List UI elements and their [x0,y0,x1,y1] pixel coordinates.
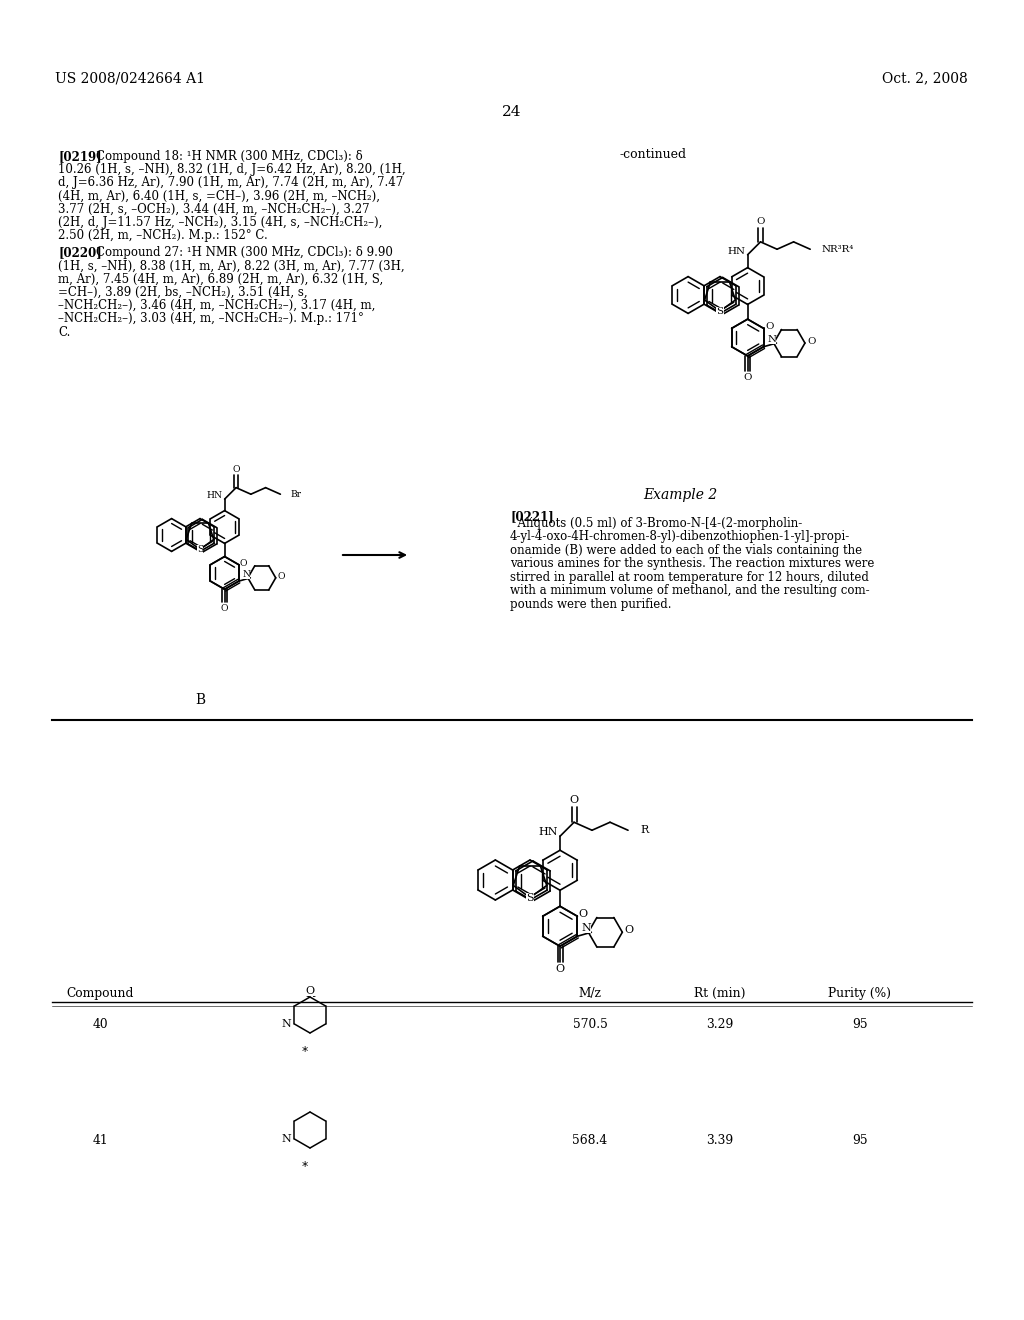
Text: 3.77 (2H, s, –OCH₂), 3.44 (4H, m, –NCH₂CH₂–), 3.27: 3.77 (2H, s, –OCH₂), 3.44 (4H, m, –NCH₂C… [58,203,370,215]
Text: 568.4: 568.4 [572,1134,607,1147]
Text: various amines for the synthesis. The reaction mixtures were: various amines for the synthesis. The re… [510,557,874,570]
Text: M/z: M/z [579,987,601,1001]
Text: [0221]: [0221] [510,510,554,523]
Text: pounds were then purified.: pounds were then purified. [510,598,672,611]
Text: Oct. 2, 2008: Oct. 2, 2008 [883,71,968,84]
Text: O: O [743,372,752,381]
Text: N: N [582,923,591,933]
Text: with a minimum volume of methanol, and the resulting com-: with a minimum volume of methanol, and t… [510,585,869,597]
Text: m, Ar), 7.45 (4H, m, Ar), 6.89 (2H, m, Ar), 6.32 (1H, S,: m, Ar), 7.45 (4H, m, Ar), 6.89 (2H, m, A… [58,273,383,286]
Text: 41: 41 [92,1134,108,1147]
Text: [0220]: [0220] [58,247,101,260]
Text: =CH–), 3.89 (2H, bs, –NCH₂), 3.51 (4H, s,: =CH–), 3.89 (2H, bs, –NCH₂), 3.51 (4H, s… [58,286,307,300]
Text: (1H, s, –NH), 8.38 (1H, m, Ar), 8.22 (3H, m, Ar), 7.77 (3H,: (1H, s, –NH), 8.38 (1H, m, Ar), 8.22 (3H… [58,260,404,273]
Text: 4-yl-4-oxo-4H-chromen-8-yl)-dibenzothiophen-1-yl]-propi-: 4-yl-4-oxo-4H-chromen-8-yl)-dibenzothiop… [510,531,850,544]
Text: -continued: -continued [620,148,687,161]
Text: N: N [243,570,250,579]
Text: *: * [302,1045,308,1059]
Text: S: S [526,892,534,903]
Text: Compound 27: ¹H NMR (300 MHz, CDCl₃): δ 9.90: Compound 27: ¹H NMR (300 MHz, CDCl₃): δ … [96,247,393,260]
Text: Example 2: Example 2 [643,488,717,502]
Text: d, J=6.36 Hz, Ar), 7.90 (1H, m, Ar), 7.74 (2H, m, Ar), 7.47: d, J=6.36 Hz, Ar), 7.90 (1H, m, Ar), 7.7… [58,177,403,189]
Text: 2.50 (2H, m, –NCH₂). M.p.: 152° C.: 2.50 (2H, m, –NCH₂). M.p.: 152° C. [58,230,267,242]
Text: O: O [555,964,564,974]
Text: O: O [278,572,286,581]
Text: O: O [569,795,579,805]
Text: O: O [765,322,773,331]
Text: O: O [221,603,228,612]
Text: *: * [302,1160,308,1173]
Text: 95: 95 [852,1019,867,1031]
Text: 24: 24 [502,106,522,119]
Text: 3.29: 3.29 [707,1019,733,1031]
Text: R: R [640,825,648,836]
Text: Rt (min): Rt (min) [694,987,745,1001]
Text: (2H, d, J=11.57 Hz, –NCH₂), 3.15 (4H, s, –NCH₂CH₂–),: (2H, d, J=11.57 Hz, –NCH₂), 3.15 (4H, s,… [58,216,382,228]
Text: O: O [232,465,240,474]
Text: O: O [579,909,588,919]
Text: Aliquots (0.5 ml) of 3-Bromo-N-[4-(2-morpholin-: Aliquots (0.5 ml) of 3-Bromo-N-[4-(2-mor… [510,516,802,529]
Text: O: O [625,925,634,936]
Text: O: O [305,986,314,997]
Text: US 2008/0242664 A1: US 2008/0242664 A1 [55,71,205,84]
Text: O: O [807,337,815,346]
Text: N: N [282,1019,291,1030]
Text: 570.5: 570.5 [572,1019,607,1031]
Text: B: B [195,693,205,708]
Text: Compound 18: ¹H NMR (300 MHz, CDCl₃): δ: Compound 18: ¹H NMR (300 MHz, CDCl₃): δ [96,150,362,162]
Text: O: O [757,216,765,226]
Text: 40: 40 [92,1019,108,1031]
Text: 95: 95 [852,1134,867,1147]
Text: S: S [197,545,203,554]
Text: onamide (B) were added to each of the vials containing the: onamide (B) were added to each of the vi… [510,544,862,557]
Text: NR³R⁴: NR³R⁴ [821,244,854,253]
Text: 3.39: 3.39 [707,1134,733,1147]
Text: Purity (%): Purity (%) [828,987,892,1001]
Text: HN: HN [728,247,745,256]
Text: HN: HN [539,828,558,837]
Text: Compound: Compound [67,987,134,1001]
Text: N: N [767,335,776,345]
Text: –NCH₂CH₂–), 3.03 (4H, m, –NCH₂CH₂–). M.p.: 171°: –NCH₂CH₂–), 3.03 (4H, m, –NCH₂CH₂–). M.p… [58,313,364,326]
Text: HN: HN [207,491,223,500]
Text: O: O [240,558,248,568]
Text: (4H, m, Ar), 6.40 (1H, s, =CH–), 3.96 (2H, m, –NCH₂),: (4H, m, Ar), 6.40 (1H, s, =CH–), 3.96 (2… [58,190,380,202]
Text: 10.26 (1H, s, –NH), 8.32 (1H, d, J=6.42 Hz, Ar), 8.20, (1H,: 10.26 (1H, s, –NH), 8.32 (1H, d, J=6.42 … [58,164,406,176]
Text: R: R [305,987,314,1001]
Text: C.: C. [58,326,71,339]
Text: stirred in parallel at room temperature for 12 hours, diluted: stirred in parallel at room temperature … [510,570,869,583]
Text: [0219]: [0219] [58,150,101,162]
Text: S: S [717,306,724,315]
Text: Br: Br [290,490,301,499]
Text: –NCH₂CH₂–), 3.46 (4H, m, –NCH₂CH₂–), 3.17 (4H, m,: –NCH₂CH₂–), 3.46 (4H, m, –NCH₂CH₂–), 3.1… [58,300,376,313]
Text: N: N [282,1134,291,1144]
